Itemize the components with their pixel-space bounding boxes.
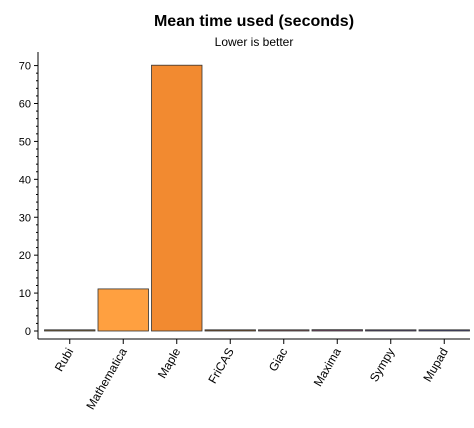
y-tick-label: 10 xyxy=(19,288,31,300)
x-tick-label-mupad: Mupad xyxy=(420,346,450,385)
chart-subtitle: Lower is better xyxy=(215,35,294,49)
x-tick-label-maple: Maple xyxy=(155,345,184,381)
bar-mathematica xyxy=(97,288,149,332)
x-tick-label-sympy: Sympy xyxy=(367,346,397,385)
bar-mupad xyxy=(418,329,470,332)
y-tick-label: 20 xyxy=(19,250,31,262)
y-tick-label: 50 xyxy=(19,136,31,148)
bar-rubi xyxy=(44,329,96,332)
category-labels: Rubi Mathematica Maple FriCAS Giac Maxima Symp… xyxy=(52,345,451,412)
y-tick-label: 30 xyxy=(19,212,31,224)
y-tick-label: 40 xyxy=(19,174,31,186)
bar-sympy xyxy=(365,329,417,332)
x-tick-label-giac: Giac xyxy=(266,346,290,374)
y-tick-label: 60 xyxy=(19,99,31,111)
chart-title: Mean time used (seconds) xyxy=(154,13,354,30)
bar-maxima xyxy=(311,329,363,332)
x-tick-label-mathematica: Mathematica xyxy=(83,345,130,412)
x-tick-label-fricas: FriCAS xyxy=(205,346,236,386)
x-tick-label-rubi: Rubi xyxy=(52,346,76,374)
axes: 0 10 20 30 40 50 60 70 xyxy=(19,52,470,344)
x-tick-label-maxima: Maxima xyxy=(311,345,344,389)
bar-giac xyxy=(258,329,310,332)
y-tick-label: 0 xyxy=(25,326,31,338)
bar-maple xyxy=(151,64,203,332)
bar-fricas xyxy=(204,329,256,332)
y-tick-label: 70 xyxy=(19,61,31,73)
bars xyxy=(44,64,470,332)
